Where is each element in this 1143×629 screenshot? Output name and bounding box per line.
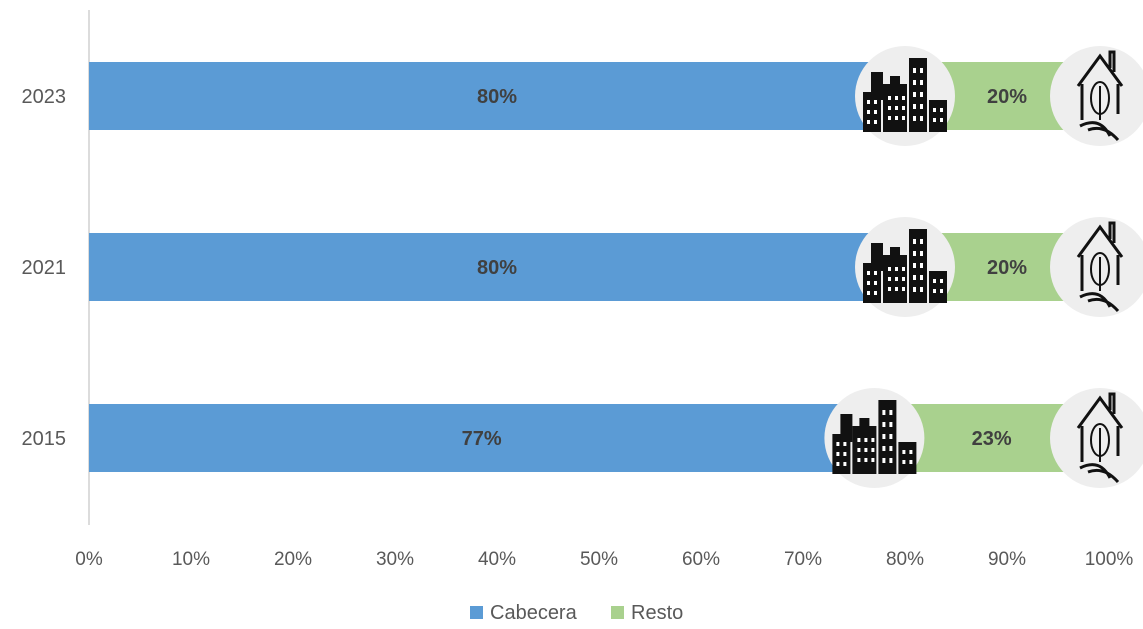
bar-cabecera: [89, 233, 905, 301]
data-label: 80%: [477, 257, 517, 279]
y-category-label: 2023: [22, 86, 67, 108]
y-category-label: 2015: [22, 428, 67, 450]
bar-cabecera: [89, 404, 875, 472]
x-tick-label: 30%: [376, 549, 414, 570]
x-tick-label: 50%: [580, 549, 618, 570]
city-buildings-icon: [855, 46, 955, 146]
legend-swatch: [611, 606, 624, 619]
x-tick-label: 10%: [172, 549, 210, 570]
x-tick-label: 80%: [886, 549, 924, 570]
rural-house-tree-icon: [1048, 386, 1143, 490]
rural-house-tree-icon: [1048, 215, 1143, 319]
x-tick-label: 60%: [682, 549, 720, 570]
data-label: 20%: [987, 86, 1027, 108]
x-tick-label: 90%: [988, 549, 1026, 570]
x-tick-label: 100%: [1085, 549, 1134, 570]
legend-swatch: [470, 606, 483, 619]
data-label: 77%: [462, 428, 502, 450]
x-tick-label: 0%: [75, 549, 103, 570]
x-tick-label: 20%: [274, 549, 312, 570]
x-tick-label: 40%: [478, 549, 516, 570]
city-buildings-icon: [855, 217, 955, 317]
data-label: 80%: [477, 86, 517, 108]
legend-label: Resto: [631, 602, 683, 624]
rural-house-tree-icon: [1048, 44, 1143, 148]
bar-cabecera: [89, 62, 905, 130]
legend-label: Cabecera: [490, 602, 578, 624]
y-category-label: 2021: [22, 257, 67, 279]
x-tick-label: 70%: [784, 549, 822, 570]
data-label: 23%: [972, 428, 1012, 450]
city-buildings-icon: [824, 388, 925, 488]
data-label: 20%: [987, 257, 1027, 279]
